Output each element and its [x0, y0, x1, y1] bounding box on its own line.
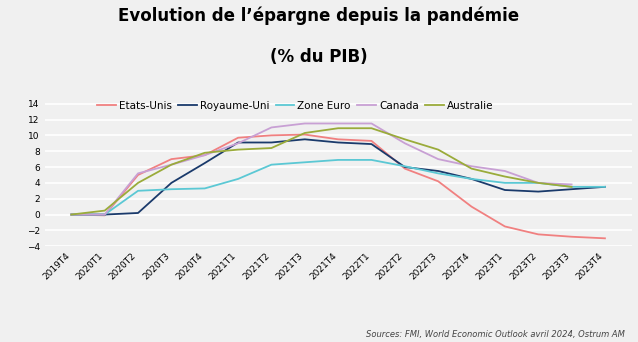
Canada	[201, 153, 209, 157]
Text: Sources: FMI, World Economic Outlook avril 2024, Ostrum AM: Sources: FMI, World Economic Outlook avr…	[366, 330, 625, 339]
Canada	[468, 164, 475, 168]
Australie	[301, 131, 309, 135]
Line: Australie: Australie	[71, 128, 572, 214]
Royaume-Uni	[468, 177, 475, 181]
Etats-Unis	[134, 173, 142, 177]
Etats-Unis	[568, 235, 575, 239]
Royaume-Uni	[401, 165, 409, 169]
Royaume-Uni	[234, 141, 242, 145]
Etats-Unis	[334, 137, 342, 141]
Australie	[334, 126, 342, 130]
Etats-Unis	[201, 153, 209, 157]
Australie	[234, 147, 242, 152]
Royaume-Uni	[367, 142, 375, 146]
Canada	[568, 182, 575, 186]
Line: Canada: Canada	[71, 123, 572, 214]
Royaume-Uni	[301, 137, 309, 141]
Line: Royaume-Uni: Royaume-Uni	[71, 139, 605, 214]
Etats-Unis	[601, 236, 609, 240]
Australie	[134, 181, 142, 185]
Zone Euro	[267, 162, 275, 167]
Royaume-Uni	[134, 211, 142, 215]
Australie	[201, 151, 209, 155]
Australie	[434, 147, 442, 152]
Zone Euro	[101, 212, 108, 216]
Royaume-Uni	[168, 181, 175, 185]
Etats-Unis	[234, 136, 242, 140]
Zone Euro	[468, 177, 475, 181]
Canada	[401, 141, 409, 145]
Zone Euro	[401, 164, 409, 168]
Canada	[267, 126, 275, 130]
Zone Euro	[601, 185, 609, 189]
Royaume-Uni	[568, 187, 575, 191]
Canada	[68, 212, 75, 216]
Canada	[301, 121, 309, 126]
Legend: Etats-Unis, Royaume-Uni, Zone Euro, Canada, Australie: Etats-Unis, Royaume-Uni, Zone Euro, Cana…	[97, 101, 493, 111]
Zone Euro	[568, 185, 575, 189]
Australie	[568, 185, 575, 189]
Canada	[134, 171, 142, 175]
Canada	[234, 141, 242, 145]
Australie	[367, 126, 375, 130]
Etats-Unis	[468, 205, 475, 209]
Etats-Unis	[267, 133, 275, 137]
Etats-Unis	[101, 213, 108, 218]
Etats-Unis	[501, 224, 508, 228]
Canada	[501, 169, 508, 173]
Australie	[535, 181, 542, 185]
Zone Euro	[134, 189, 142, 193]
Royaume-Uni	[101, 212, 108, 216]
Line: Etats-Unis: Etats-Unis	[71, 134, 605, 238]
Royaume-Uni	[501, 188, 508, 192]
Zone Euro	[334, 158, 342, 162]
Australie	[101, 209, 108, 213]
Etats-Unis	[434, 179, 442, 183]
Australie	[401, 137, 409, 141]
Royaume-Uni	[434, 169, 442, 173]
Royaume-Uni	[535, 189, 542, 194]
Etats-Unis	[401, 167, 409, 171]
Etats-Unis	[367, 139, 375, 143]
Zone Euro	[168, 187, 175, 191]
Australie	[267, 146, 275, 150]
Royaume-Uni	[601, 185, 609, 189]
Zone Euro	[234, 177, 242, 181]
Canada	[101, 212, 108, 216]
Zone Euro	[367, 158, 375, 162]
Zone Euro	[68, 212, 75, 216]
Zone Euro	[501, 181, 508, 185]
Zone Euro	[301, 160, 309, 165]
Etats-Unis	[68, 212, 75, 216]
Text: Evolution de l’épargne depuis la pandémie: Evolution de l’épargne depuis la pandémi…	[119, 7, 519, 25]
Australie	[168, 162, 175, 167]
Royaume-Uni	[68, 212, 75, 216]
Canada	[434, 157, 442, 161]
Canada	[535, 181, 542, 185]
Text: (% du PIB): (% du PIB)	[270, 48, 368, 66]
Australie	[468, 167, 475, 171]
Australie	[501, 174, 508, 179]
Australie	[68, 212, 75, 216]
Zone Euro	[201, 186, 209, 190]
Etats-Unis	[301, 132, 309, 136]
Royaume-Uni	[201, 161, 209, 165]
Royaume-Uni	[267, 141, 275, 145]
Royaume-Uni	[334, 141, 342, 145]
Zone Euro	[434, 171, 442, 175]
Canada	[334, 121, 342, 126]
Line: Zone Euro: Zone Euro	[71, 160, 605, 214]
Etats-Unis	[535, 232, 542, 236]
Etats-Unis	[168, 157, 175, 161]
Canada	[168, 162, 175, 167]
Zone Euro	[535, 181, 542, 185]
Canada	[367, 121, 375, 126]
